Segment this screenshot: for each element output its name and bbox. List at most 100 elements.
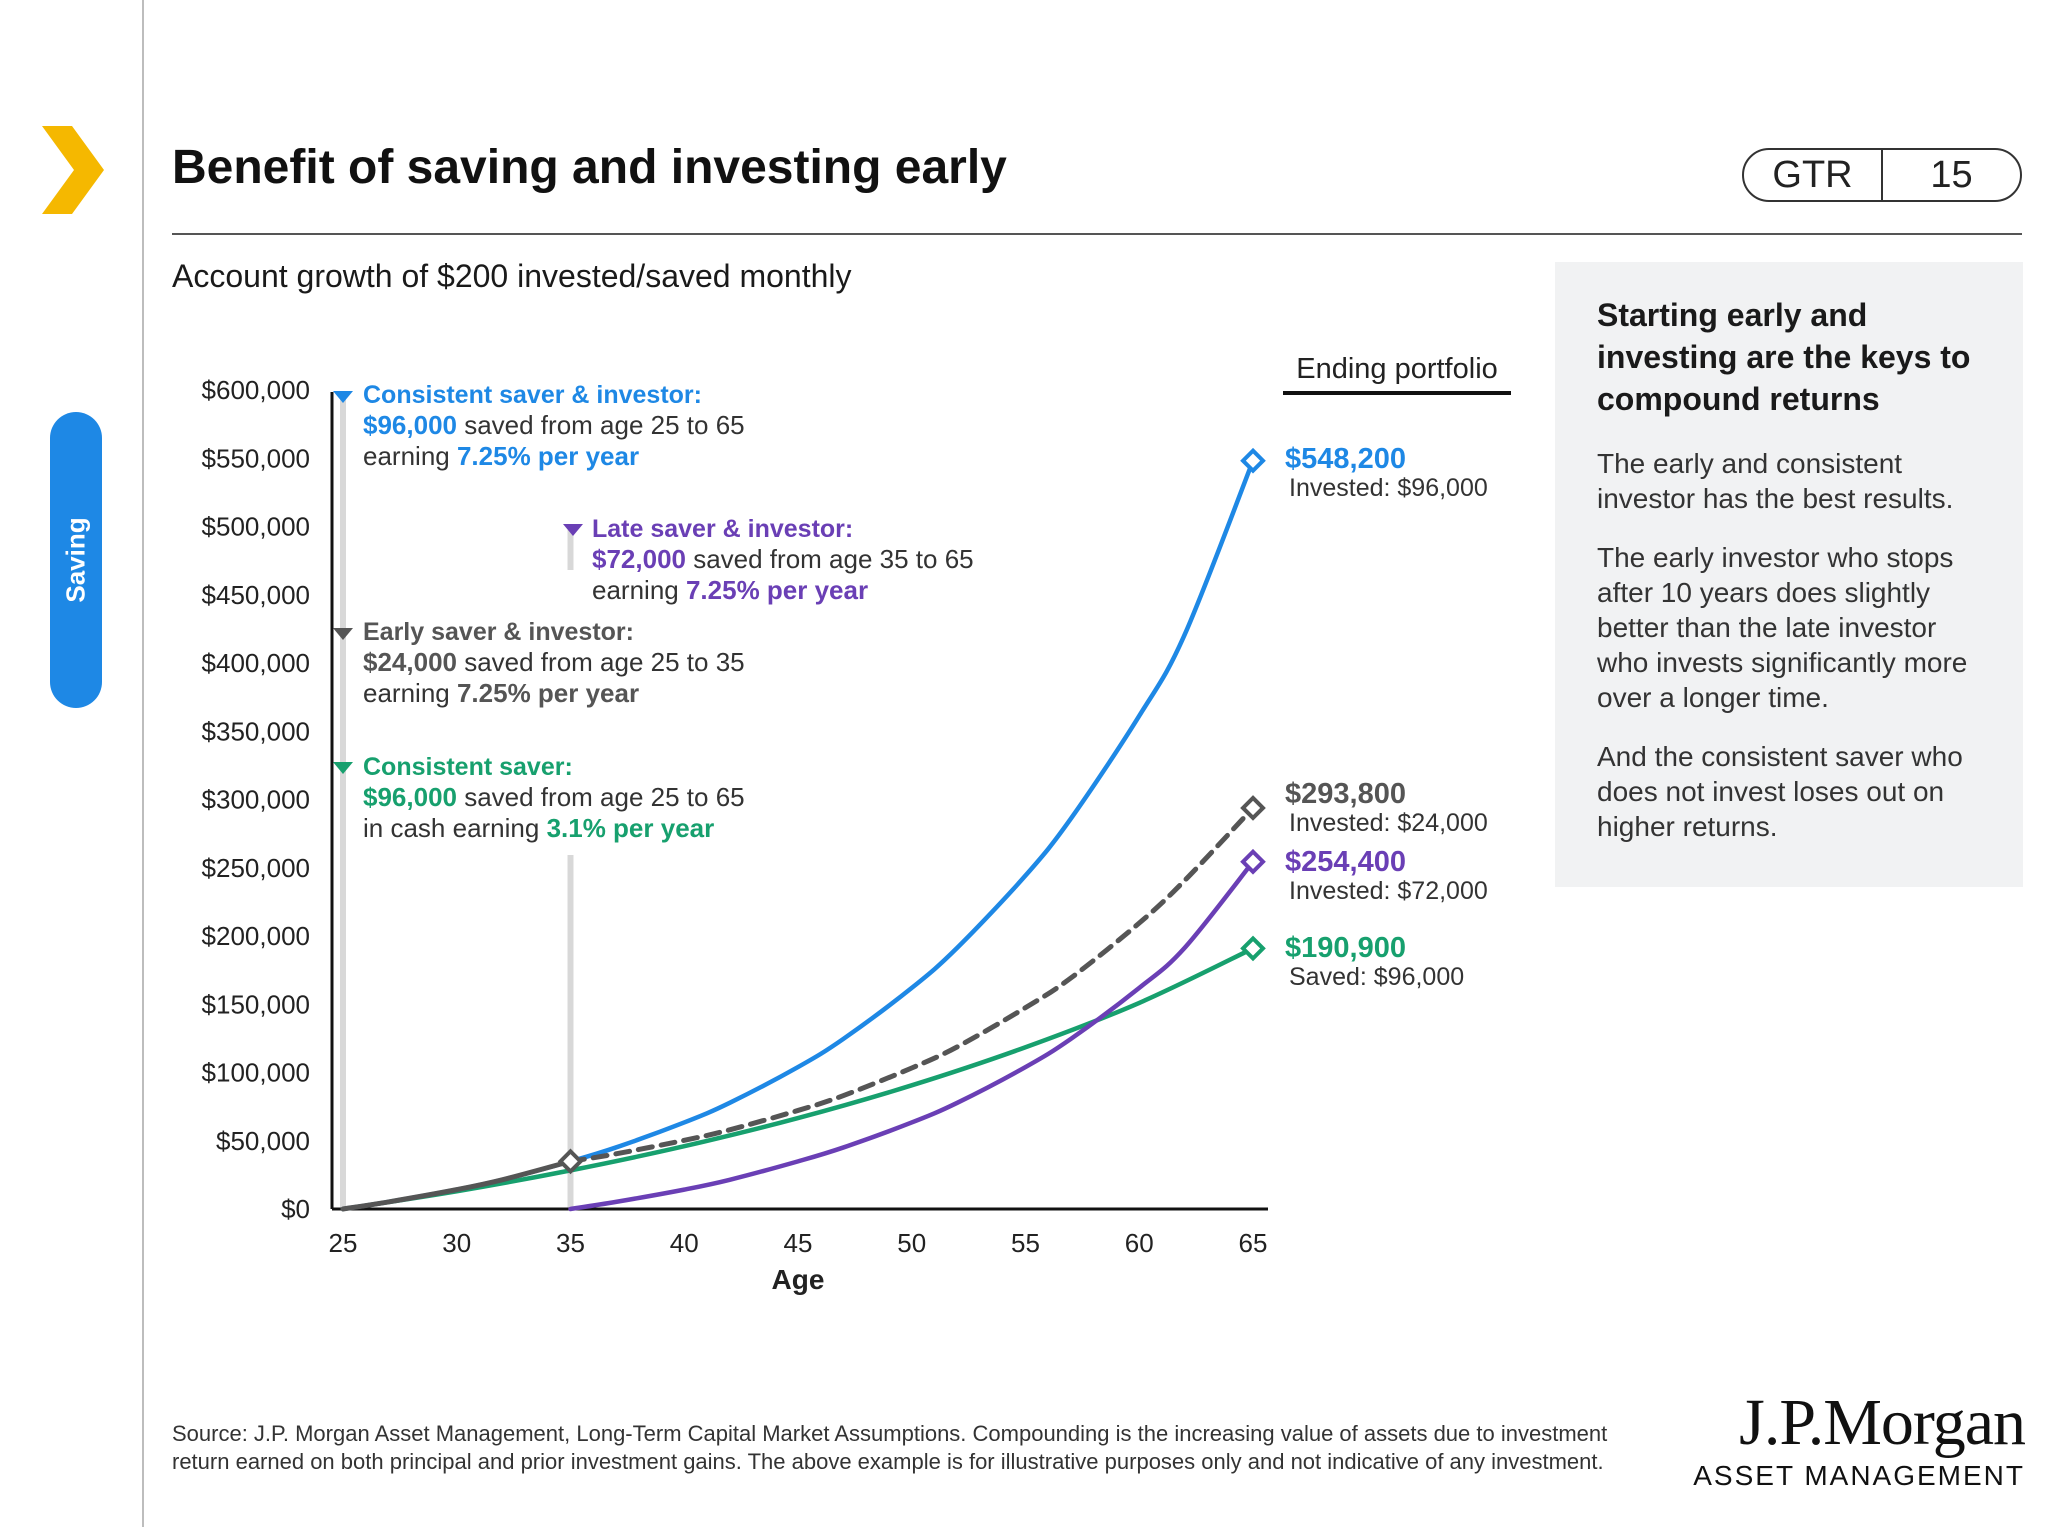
annotation-text1-blue: saved from age 25 to 65 [457, 410, 745, 440]
y-tick-label: $150,000 [202, 989, 310, 1019]
y-tick-label: $550,000 [202, 443, 310, 473]
series-line-early-common [340, 1158, 573, 1212]
annotation-amount-purple: $72,000 [592, 544, 686, 574]
end-marker-green [1240, 935, 1266, 962]
ending-note-purple: Invested: $72,000 [1289, 877, 1488, 905]
badge-guide-label: GTR [1744, 150, 1883, 200]
annotation-marker-green [333, 762, 353, 774]
annotation-amount-blue: $96,000 [363, 410, 457, 440]
y-tick-label: $450,000 [202, 580, 310, 610]
annotation-title-blue: Consistent saver & investor: [363, 381, 702, 409]
ending-value-green: $190,900 [1285, 932, 1406, 964]
page-title: Benefit of saving and investing early [172, 141, 1007, 194]
end-marker-purple [1240, 848, 1266, 875]
guide-bar-age-25 [340, 395, 346, 1209]
annotation-rate-gray: 7.25% per year [457, 678, 639, 708]
annotation-marker-gray [333, 628, 353, 640]
annotation-title-gray: Early saver & investor: [363, 618, 634, 646]
ending-value-purple: $254,400 [1285, 846, 1406, 878]
x-tick-label: 25 [329, 1228, 358, 1258]
x-tick-label: 60 [1125, 1228, 1154, 1258]
annotation-rate-line-blue: earning 7.25% per year [363, 441, 639, 471]
annotation-rate-line-gray: earning 7.25% per year [363, 678, 639, 708]
annotation-text2-gray: earning [363, 678, 457, 708]
annotation-marker-purple [563, 524, 583, 536]
x-tick-label: 35 [556, 1228, 585, 1258]
takeaways-heading: Starting early and investing are the key… [1597, 297, 1971, 417]
y-tick-label: $350,000 [202, 716, 310, 746]
page-badge: GTR 15 [1742, 148, 2022, 202]
jpmorgan-logo: J.P.Morgan ASSET MANAGEMENT [1680, 1386, 2026, 1494]
ending-portfolio-header: Ending portfolio [1296, 353, 1498, 385]
annotation-text1-gray: saved from age 25 to 35 [457, 647, 745, 677]
chevron-right-icon [42, 126, 104, 214]
annotation-text1-green: saved from age 25 to 65 [457, 782, 745, 812]
y-tick-label: $400,000 [202, 648, 310, 678]
annotation-line-blue: $96,000 saved from age 25 to 65 [363, 410, 745, 440]
end-marker-gray [1240, 795, 1266, 821]
ending-value-blue: $548,200 [1285, 443, 1406, 475]
chart-annotations: Consistent saver & investor:$96,000 save… [333, 381, 974, 843]
ending-note-blue: Invested: $96,000 [1289, 474, 1488, 502]
left-divider [142, 0, 144, 1527]
chart-guides [340, 395, 574, 1209]
annotation-amount-gray: $24,000 [363, 647, 457, 677]
annotation-text2-blue: earning [363, 441, 457, 471]
x-tick-label: 50 [897, 1228, 926, 1258]
ending-value-gray: $293,800 [1285, 778, 1406, 810]
annotation-line-green: $96,000 saved from age 25 to 65 [363, 782, 745, 812]
annotation-amount-green: $96,000 [363, 782, 457, 812]
y-tick-label: $500,000 [202, 512, 310, 542]
annotation-text1-purple: saved from age 35 to 65 [686, 544, 974, 574]
key-takeaways-panel: Starting early and investing are the key… [1555, 262, 2023, 887]
chart-series [340, 447, 1266, 1212]
y-tick-label: $250,000 [202, 853, 310, 883]
x-tick-label: 45 [784, 1228, 813, 1258]
series-line-purple [568, 859, 1256, 1212]
logo-wordmark: J.P.Morgan [1739, 1386, 2026, 1459]
annotation-text2-purple: earning [592, 575, 686, 605]
ending-note-gray: Invested: $24,000 [1289, 809, 1488, 837]
logo-subline: ASSET MANAGEMENT [1693, 1460, 2025, 1491]
annotation-title-purple: Late saver & investor: [592, 515, 853, 543]
end-marker-blue [1240, 447, 1266, 474]
takeaway-3: And the consistent saver who does not in… [1597, 741, 1963, 842]
ending-note-green: Saved: $96,000 [1289, 963, 1464, 991]
y-tick-label: $50,000 [216, 1126, 310, 1156]
annotation-rate-purple: 7.25% per year [686, 575, 868, 605]
y-tick-label: $0 [281, 1194, 310, 1224]
x-tick-label: 30 [442, 1228, 471, 1258]
annotation-text2-green: in cash earning [363, 813, 547, 843]
series-line-gray [568, 805, 1256, 1164]
chart-title: Account growth of $200 invested/saved mo… [172, 258, 852, 294]
series-line-green [340, 946, 1256, 1212]
annotation-line-gray: $24,000 saved from age 25 to 35 [363, 647, 745, 677]
y-tick-label: $300,000 [202, 785, 310, 815]
y-tick-label: $200,000 [202, 921, 310, 951]
y-tick-label: $100,000 [202, 1058, 310, 1088]
takeaway-1: The early and consistent investor has th… [1597, 448, 1954, 514]
x-tick-label: 40 [670, 1228, 699, 1258]
chart-axes: $0 $50,000 $100,000 $150,000 $200,000 $250,00… [202, 375, 1268, 1295]
marker-age-35 [557, 1148, 584, 1175]
y-tick-label: $600,000 [202, 375, 310, 405]
title-divider [172, 233, 2022, 235]
side-tab-saving[interactable]: Saving [50, 412, 102, 708]
annotation-marker-blue [333, 391, 353, 403]
account-growth-chart: $0 $50,000 $100,000 $150,000 $200,000 $250,00… [202, 353, 1511, 1295]
ending-portfolio-underline [1283, 391, 1511, 395]
annotation-rate-blue: 7.25% per year [457, 441, 639, 471]
source-footnote: Source: J.P. Morgan Asset Management, Lo… [172, 1421, 1608, 1474]
x-axis-label: Age [772, 1264, 825, 1295]
annotation-line-purple: $72,000 saved from age 35 to 65 [592, 544, 974, 574]
x-tick-label: 55 [1011, 1228, 1040, 1258]
annotation-title-green: Consistent saver: [363, 753, 573, 781]
annotation-rate-green: 3.1% per year [547, 813, 715, 843]
badge-page-number: 15 [1930, 153, 1973, 196]
annotation-rate-line-purple: earning 7.25% per year [592, 575, 868, 605]
annotation-rate-line-green: in cash earning 3.1% per year [363, 813, 714, 843]
x-tick-label: 65 [1239, 1228, 1268, 1258]
guide-bar-age-35 [567, 855, 574, 1209]
guide-bar-late-saver [567, 530, 574, 570]
